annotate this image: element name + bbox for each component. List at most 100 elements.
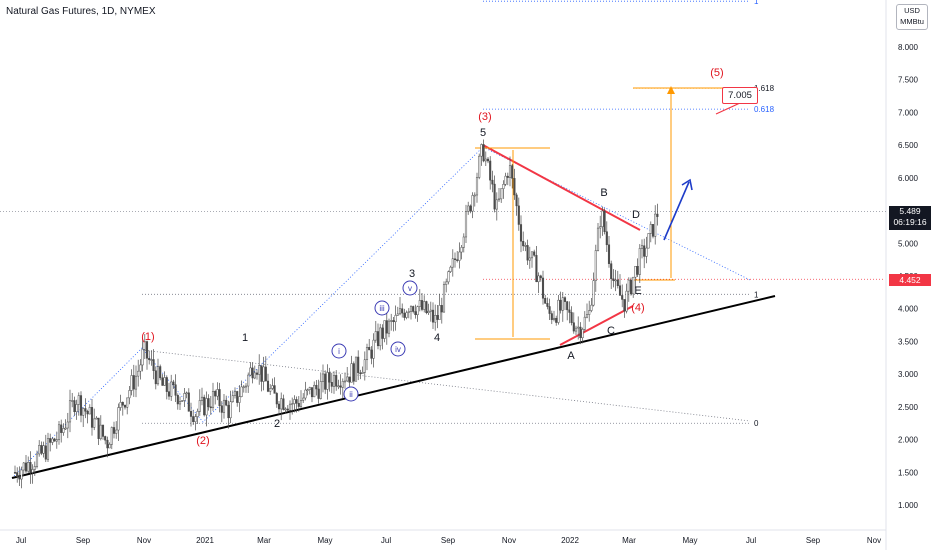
candle-body xyxy=(121,402,124,406)
candle-body xyxy=(656,213,659,217)
time-axis[interactable]: Jul Sep Nov 2021 Mar May Jul Sep Nov 2022 Mar May Ju… xyxy=(16,536,881,545)
candle-body xyxy=(29,462,32,473)
candle-body xyxy=(583,316,586,330)
candle-body xyxy=(286,408,289,411)
candle-body xyxy=(420,300,424,310)
candle-body xyxy=(185,392,188,395)
candle-body xyxy=(566,301,569,311)
candle-body xyxy=(376,331,380,347)
wave-label-minor: ii xyxy=(349,390,353,399)
candle-body xyxy=(557,299,560,323)
candle-body xyxy=(249,367,252,376)
bullish-arrow xyxy=(663,181,690,241)
candle-body xyxy=(500,188,503,200)
candle-body xyxy=(38,445,41,455)
wave-label-minor-circle xyxy=(374,300,390,316)
candle-body xyxy=(651,224,655,237)
candle-body xyxy=(203,396,206,416)
candle-body xyxy=(117,407,120,431)
candle-body xyxy=(194,416,197,422)
y-tick-label: 6.500 xyxy=(898,141,919,150)
candle-body xyxy=(181,400,184,402)
candle-body xyxy=(612,278,615,281)
candle-body xyxy=(621,295,624,300)
candle-body xyxy=(104,436,107,441)
x-tick-label: Sep xyxy=(76,536,91,545)
wave-label-major: (2) xyxy=(196,435,209,447)
candle-body xyxy=(552,317,556,320)
candle-body xyxy=(66,421,69,429)
candle-body xyxy=(167,391,171,397)
candle-body xyxy=(332,375,336,387)
candle-body xyxy=(106,439,109,449)
candle-body xyxy=(137,370,140,377)
currency-unit-button[interactable]: USD MMBtu xyxy=(896,4,928,30)
candle-body xyxy=(49,438,52,443)
x-tick-label: Mar xyxy=(622,536,636,545)
candle-body xyxy=(242,386,245,389)
candle-body xyxy=(33,466,36,470)
candle-body xyxy=(581,329,584,339)
candle-body xyxy=(284,408,287,411)
candle-body xyxy=(251,367,254,379)
candle-body xyxy=(645,247,648,257)
candle-body xyxy=(16,472,19,477)
candle-body xyxy=(231,395,234,402)
candle-body xyxy=(93,418,96,428)
candle-body xyxy=(497,198,501,201)
candle-body xyxy=(271,385,274,389)
candle-body xyxy=(302,397,305,401)
wave-label-triangle: B xyxy=(600,187,607,199)
candle-body xyxy=(71,400,74,402)
candle-body xyxy=(176,395,179,405)
candle-body xyxy=(636,266,639,275)
candle-body xyxy=(484,158,487,162)
candle-body xyxy=(297,403,300,407)
candle-body xyxy=(156,366,160,385)
candle-body xyxy=(27,462,30,472)
candle-body xyxy=(192,416,195,422)
candle-body xyxy=(640,245,644,249)
candle-body xyxy=(189,411,193,417)
candle-body xyxy=(517,205,520,225)
candle-body xyxy=(214,391,217,397)
wave-label-minor-circle xyxy=(343,386,359,402)
candle-body xyxy=(383,320,386,339)
candle-body xyxy=(227,404,230,419)
candle-body xyxy=(280,398,283,410)
candle-body xyxy=(198,400,201,412)
candle-body xyxy=(445,281,448,285)
x-tick-label: Nov xyxy=(137,536,151,545)
candle-body xyxy=(607,244,611,264)
chart-title: Natural Gas Futures, 1D, NYMEX xyxy=(6,6,156,17)
wave-label-triangle: E xyxy=(634,285,641,297)
candle-body xyxy=(187,392,190,412)
last-price-value: 5.489 xyxy=(899,206,921,216)
y-tick-label: 7.000 xyxy=(898,108,919,117)
wave-label-minor-circle xyxy=(402,280,418,296)
last-price-badge: 5.489 06:19:16 xyxy=(889,206,931,230)
wave-label-major: (4) xyxy=(631,302,644,314)
candle-body xyxy=(115,429,118,434)
candle-body xyxy=(178,401,182,405)
candle-body xyxy=(561,297,564,311)
candle-body xyxy=(183,393,186,401)
candle-body xyxy=(357,356,360,374)
candle-body xyxy=(73,400,76,413)
candle-body xyxy=(574,327,578,332)
x-tick-label: Jul xyxy=(381,536,391,545)
x-tick-label: Jul xyxy=(746,536,756,545)
candle-body xyxy=(46,438,50,460)
candle-body xyxy=(482,144,485,162)
candle-body xyxy=(647,233,650,249)
price-axis[interactable]: 1.0001.5002.0002.5003.0003.5004.0004.500… xyxy=(898,43,919,510)
wave-label-triangle: C xyxy=(607,325,615,337)
candle-body xyxy=(335,375,338,387)
level-price-badge: 4.452 xyxy=(889,274,931,286)
candle-body xyxy=(460,247,463,253)
candle-body xyxy=(86,410,89,415)
wave-label-major: (1) xyxy=(141,331,154,343)
candle-body xyxy=(269,388,272,392)
candle-body xyxy=(429,309,432,312)
